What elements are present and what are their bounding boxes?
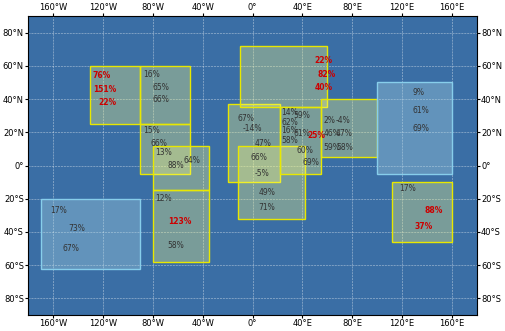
Bar [40, 199, 140, 268]
Text: 61%: 61% [293, 129, 311, 138]
Text: 15%: 15% [143, 126, 160, 135]
Text: 67%: 67% [237, 115, 255, 123]
Text: 64%: 64% [184, 156, 201, 165]
Text: 69%: 69% [412, 124, 429, 133]
Bar [140, 66, 190, 124]
Bar [392, 182, 452, 242]
Text: 16%: 16% [281, 126, 298, 135]
Text: 12%: 12% [155, 194, 172, 203]
Text: 62%: 62% [281, 118, 298, 127]
Text: 9%: 9% [412, 88, 424, 97]
Text: 58%: 58% [336, 143, 353, 152]
Text: -14%: -14% [242, 124, 262, 133]
Bar [280, 107, 321, 174]
Text: 71%: 71% [259, 203, 276, 212]
Text: 37%: 37% [415, 222, 433, 231]
Text: 76%: 76% [93, 71, 111, 80]
Text: 65%: 65% [153, 83, 170, 92]
Text: 47%: 47% [255, 139, 272, 148]
Text: 58%: 58% [281, 136, 298, 145]
Text: 17%: 17% [50, 206, 67, 215]
Text: 2%: 2% [324, 116, 335, 125]
Bar [228, 104, 280, 182]
Text: 66%: 66% [150, 139, 167, 148]
Bar [153, 190, 209, 262]
Text: 17%: 17% [399, 184, 417, 193]
Text: 25%: 25% [308, 131, 325, 140]
Bar [90, 66, 140, 124]
Bar [321, 99, 377, 157]
Text: 14%: 14% [281, 108, 298, 117]
Text: 22%: 22% [98, 98, 116, 107]
Text: 47%: 47% [336, 129, 353, 138]
Text: 60%: 60% [296, 146, 313, 155]
Text: 22%: 22% [315, 56, 333, 65]
Text: 46%: 46% [324, 129, 340, 138]
Text: 49%: 49% [259, 188, 276, 197]
Text: 13%: 13% [155, 148, 172, 157]
Bar [377, 82, 452, 174]
Text: 88%: 88% [168, 161, 184, 170]
Text: 69%: 69% [302, 158, 319, 167]
Text: 73%: 73% [68, 224, 85, 233]
Text: 16%: 16% [143, 70, 160, 78]
Text: 59%: 59% [324, 143, 340, 152]
Text: 123%: 123% [168, 217, 191, 226]
Bar [153, 146, 209, 190]
Bar [140, 124, 190, 174]
Text: 82%: 82% [317, 70, 336, 78]
Bar [240, 46, 327, 107]
Bar [237, 146, 305, 219]
Text: 58%: 58% [168, 241, 184, 250]
Text: 66%: 66% [153, 95, 170, 104]
Text: -5%: -5% [255, 169, 270, 178]
Text: 59%: 59% [293, 111, 311, 120]
Text: -4%: -4% [336, 116, 351, 125]
Text: 88%: 88% [425, 206, 443, 215]
Text: 151%: 151% [93, 84, 116, 94]
Text: 61%: 61% [412, 106, 429, 115]
Text: 40%: 40% [315, 83, 333, 92]
Text: 67%: 67% [63, 244, 80, 253]
Text: 66%: 66% [250, 153, 267, 162]
